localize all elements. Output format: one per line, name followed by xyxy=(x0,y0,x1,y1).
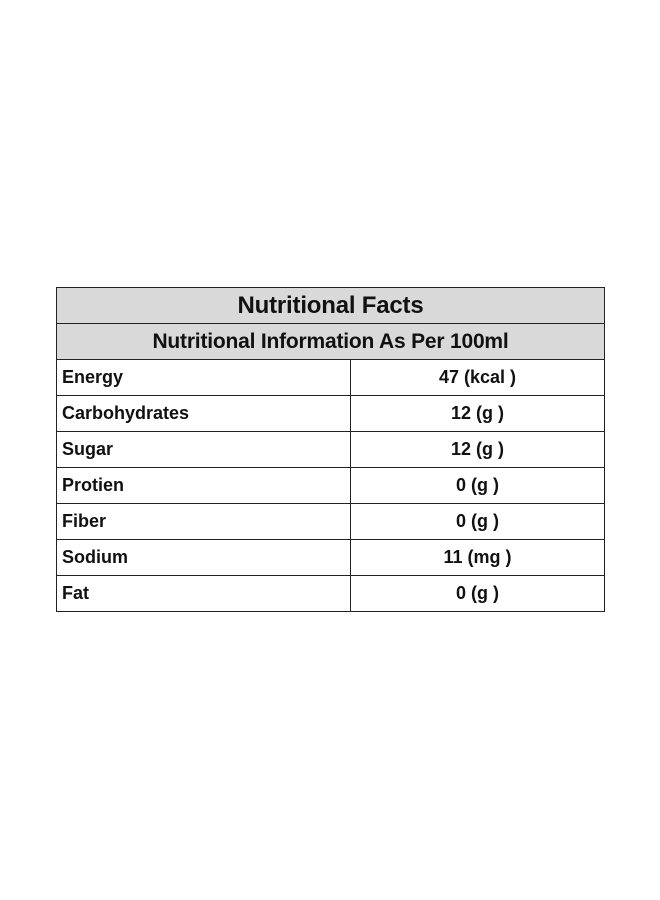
nutrient-name-fiber: Fiber xyxy=(56,503,351,540)
table-row: Carbohydrates 12 (g ) xyxy=(56,395,606,432)
table-row: Sugar 12 (g ) xyxy=(56,431,606,468)
nutrient-name-fat: Fat xyxy=(56,575,351,612)
table-row: Protien 0 (g ) xyxy=(56,467,606,504)
nutrient-amount-sugar: 12 (g ) xyxy=(349,431,606,468)
subtitle-row: Nutritional Information As Per 100ml xyxy=(55,323,606,360)
nutrient-amount-energy: 47 (kcal ) xyxy=(349,359,606,396)
table-title: Nutritional Facts xyxy=(55,287,606,324)
nutrient-amount-protein: 0 (g ) xyxy=(349,467,606,504)
table-row: Energy 47 (kcal ) xyxy=(56,359,606,396)
table-row: Fat 0 (g ) xyxy=(56,575,606,612)
title-row: Nutritional Facts xyxy=(55,287,606,324)
nutrient-name-carbohydrates: Carbohydrates xyxy=(56,395,351,432)
nutrient-amount-sodium: 11 (mg ) xyxy=(349,539,606,576)
nutrition-facts-table: Nutritional Facts Nutritional Informatio… xyxy=(55,287,606,612)
nutrient-name-sugar: Sugar xyxy=(56,431,351,468)
table-row: Fiber 0 (g ) xyxy=(56,503,606,540)
nutrient-name-protein: Protien xyxy=(56,467,351,504)
table-row: Sodium 11 (mg ) xyxy=(56,539,606,576)
nutrient-amount-fiber: 0 (g ) xyxy=(349,503,606,540)
nutrient-amount-carbohydrates: 12 (g ) xyxy=(349,395,606,432)
nutrient-name-energy: Energy xyxy=(56,359,351,396)
table-subtitle: Nutritional Information As Per 100ml xyxy=(55,323,606,360)
nutrient-name-sodium: Sodium xyxy=(56,539,351,576)
nutrient-amount-fat: 0 (g ) xyxy=(349,575,606,612)
